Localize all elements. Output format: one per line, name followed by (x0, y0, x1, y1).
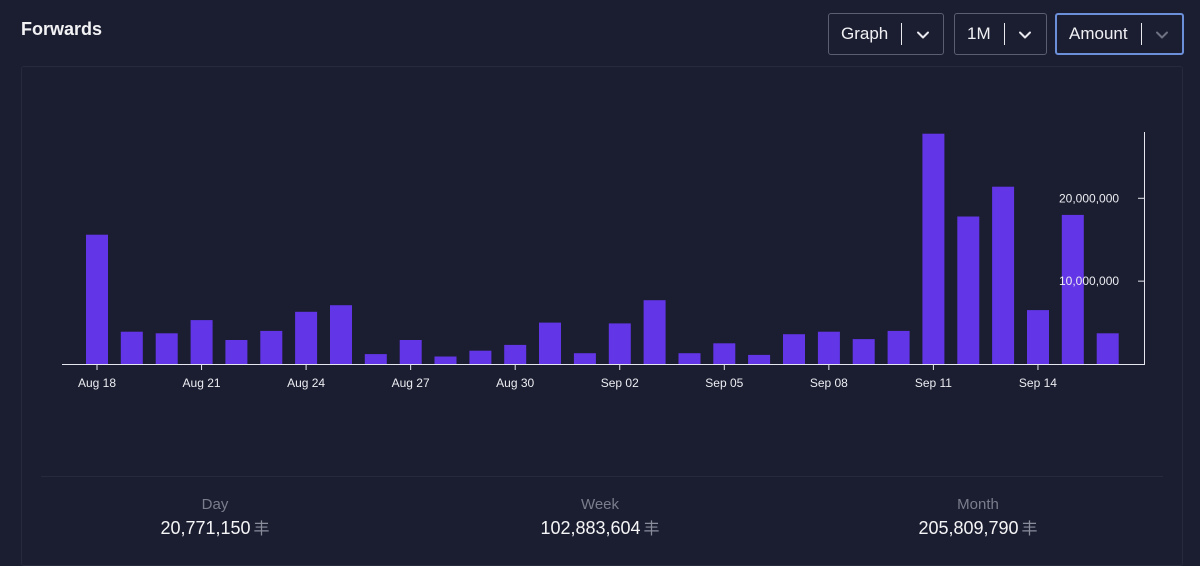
chart-bar (922, 133, 945, 364)
chart-bar (608, 323, 631, 364)
stat-day-label: Day (201, 496, 229, 513)
chart-bar (225, 340, 248, 364)
stat-day: Day 20,771,150 丰 (85, 496, 345, 539)
view-select-value: Graph (841, 24, 889, 43)
chart-bar (783, 334, 805, 364)
chart-bar (887, 330, 910, 364)
stat-week-value: 102,883,604 (540, 518, 641, 538)
chart-bar (260, 330, 283, 364)
chart-bar (573, 353, 596, 364)
chart-bar (469, 350, 492, 364)
chart-bar (748, 354, 771, 364)
chart-bar (504, 344, 527, 364)
chevron-down-icon[interactable] (1154, 27, 1170, 43)
forwards-bar-chart: Aug 18 Aug 21 Aug 24 Aug 27 Aug 30 Sep 02 Sep … (62, 132, 1145, 390)
x-tick-label: Aug 18 (78, 376, 116, 390)
chart-bar (295, 311, 318, 364)
x-tick-label: Sep 05 (705, 376, 743, 390)
chart-bar (364, 354, 387, 364)
chevron-down-icon[interactable] (915, 27, 931, 43)
chart-bar (399, 340, 422, 364)
stat-week-label: Week (580, 496, 620, 513)
currency-icon: 丰 (643, 521, 660, 538)
x-tick-label: Aug 30 (496, 376, 534, 390)
chart-bar (678, 353, 701, 364)
select-separator (1141, 23, 1142, 45)
chart-bar (713, 343, 736, 364)
stat-month-label: Month (957, 496, 999, 513)
x-tick-label: Sep 08 (810, 376, 848, 390)
x-tick-label: Sep 11 (915, 376, 952, 390)
x-tick-label: Sep 02 (601, 376, 639, 390)
currency-icon: 丰 (1021, 521, 1038, 538)
chevron-down-icon[interactable] (1017, 27, 1033, 43)
chart-bar (643, 300, 666, 364)
chart-bar (1096, 333, 1119, 364)
chart-bar (86, 234, 108, 364)
divider (41, 476, 1163, 477)
chart-bar (992, 186, 1015, 364)
select-separator (901, 23, 902, 45)
chart-bar (330, 305, 352, 364)
metric-select-value: Amount (1069, 24, 1128, 43)
x-tick-label: Sep 14 (1019, 376, 1057, 390)
stat-day-value: 20,771,150 (160, 518, 251, 538)
chart-bar (190, 320, 213, 364)
metric-select[interactable]: Amount (1055, 13, 1184, 55)
chart-bar (852, 339, 875, 364)
y-tick-label: 10,000,000 (1059, 274, 1119, 288)
x-tick-label: Aug 21 (183, 376, 221, 390)
chart-bar (155, 333, 178, 364)
y-tick-label: 20,000,000 (1059, 191, 1119, 205)
range-select-value: 1M (967, 24, 991, 43)
chart-bar (120, 331, 143, 364)
chart-bar (1027, 310, 1049, 364)
currency-icon: 丰 (253, 521, 270, 538)
chart-bar (539, 322, 561, 364)
stat-week: Week 102,883,604 丰 (470, 496, 730, 539)
view-select[interactable]: Graph (828, 13, 944, 55)
stat-month: Month 205,809,790 丰 (848, 496, 1108, 539)
stat-month-value: 205,809,790 (918, 518, 1019, 538)
x-tick-label: Aug 24 (287, 376, 325, 390)
chart-bar (434, 356, 457, 364)
chart-card (21, 66, 1183, 566)
x-tick-label: Aug 27 (392, 376, 430, 390)
range-select[interactable]: 1M (954, 13, 1047, 55)
select-separator (1004, 23, 1005, 45)
chart-bar (817, 331, 840, 364)
chart-bar (957, 216, 980, 364)
chart-bar (1061, 214, 1084, 364)
page-title: Forwards (21, 19, 103, 39)
